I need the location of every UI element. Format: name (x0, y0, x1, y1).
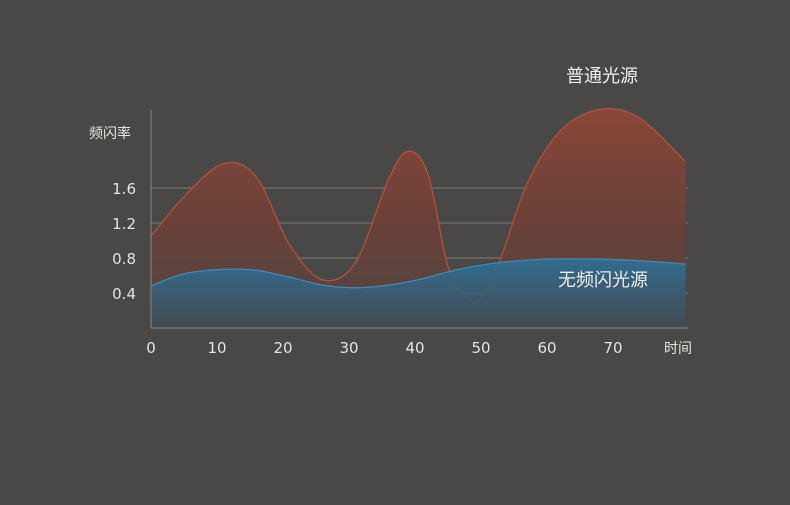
x-tick-label: 30 (339, 339, 358, 357)
y-tick-label: 1.6 (112, 180, 136, 198)
x-tick-label: 70 (603, 339, 622, 357)
tick-labels-layer: 0.4 0.8 1.2 1.6 0 10 20 30 40 50 60 70 (112, 180, 622, 357)
series-line-normal-light (150, 107, 687, 305)
series-label-flicker-free-light: 无频闪光源 (558, 270, 648, 291)
y-axis-title: 频闪率 (89, 125, 131, 142)
series-area-flicker-free-light (151, 258, 686, 328)
y-tick-label: 1.2 (112, 215, 136, 233)
x-tick-label: 20 (273, 339, 292, 357)
y-tick-label: 0.4 (112, 285, 136, 303)
x-tick-label: 0 (146, 339, 156, 357)
x-tick-label: 60 (537, 339, 556, 357)
x-tick-label: 50 (471, 339, 490, 357)
x-tick-label: 10 (207, 339, 226, 357)
x-axis-title: 时间 (664, 341, 692, 357)
y-tick-label: 0.8 (112, 250, 136, 268)
axes-layer (150, 110, 688, 329)
x-tick-label: 40 (405, 339, 424, 357)
series-label-normal-light: 普通光源 (566, 66, 638, 87)
series-line-flicker-free-light (150, 258, 686, 289)
series-areas-layer (150, 107, 687, 328)
